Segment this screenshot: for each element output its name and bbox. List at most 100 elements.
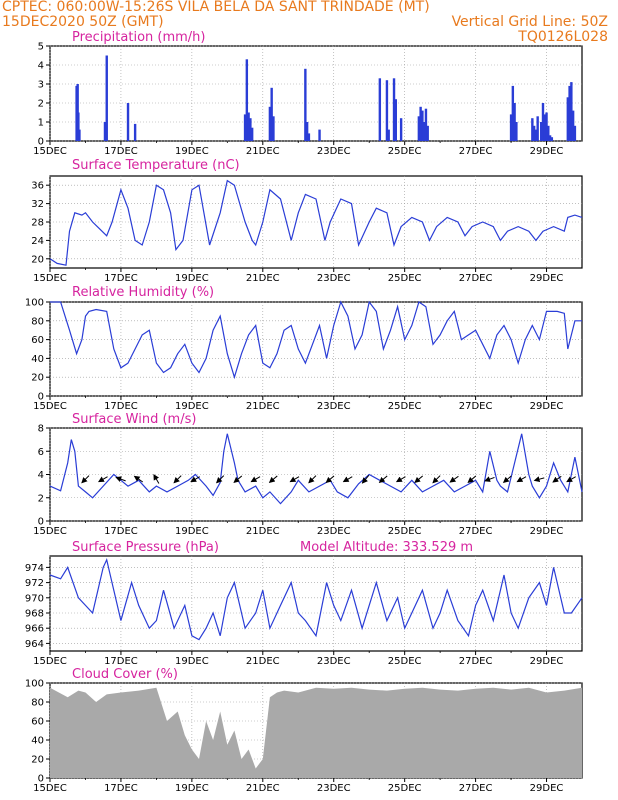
pressure-title: Surface Pressure (hPa) [72, 540, 219, 555]
panel-4-content: 15DEC 17DEC 19DEC 21DEC 23DEC 25DEC 27DEC 29DEC… [25, 556, 583, 667]
x-tick-label: 21DEC [246, 656, 280, 667]
y-tick-label: 32 [31, 199, 44, 210]
x-tick-label: 21DEC [246, 273, 280, 284]
x-tick-label: 23DEC [317, 656, 351, 667]
wind-arrow [308, 475, 317, 484]
x-tick-label: 21DEC [246, 401, 280, 412]
panel-2-content: 15DEC 17DEC 19DEC 21DEC 23DEC 25DEC 27DEC 29DEC… [25, 298, 582, 412]
y-tick-label: 974 [25, 563, 44, 574]
y-tick-label: 4 [38, 61, 44, 72]
x-tick-label: 29DEC [530, 526, 564, 537]
x-tick-label: 27DEC [459, 273, 493, 284]
wind-arrow [325, 475, 335, 484]
x-tick-label: 25DEC [388, 401, 422, 412]
precip-bar [540, 122, 543, 141]
x-tick-label: 15DEC [33, 526, 67, 537]
y-tick-label: 80 [31, 316, 44, 327]
precip-bar [548, 135, 552, 141]
panel-1-content: 15DEC 17DEC 19DEC 21DEC 23DEC 25DEC 27DEC 29DEC… [31, 176, 583, 284]
precip-bar [268, 106, 272, 141]
y-tick-label: 3 [38, 80, 44, 91]
precip-bar [78, 129, 81, 141]
x-tick-label: 15DEC [33, 146, 67, 157]
pressure-panel [49, 555, 583, 652]
y-tick-label: 964 [25, 639, 44, 650]
humidity-title: Relative Humidity (%) [72, 285, 214, 300]
x-tick-label: 23DEC [317, 526, 351, 537]
precip-bar [515, 122, 518, 141]
precip-bar [243, 114, 247, 141]
y-tick-label: 972 [25, 578, 44, 589]
wind-arrow [153, 473, 160, 484]
wind-title: Surface Wind (m/s) [72, 412, 196, 427]
precip-bar [417, 116, 421, 141]
precip-bar [509, 114, 513, 141]
wind-arrow [361, 474, 370, 484]
precip-bar [307, 133, 311, 141]
x-tick-label: 15DEC [33, 783, 67, 794]
x-tick-label: 17DEC [104, 401, 138, 412]
precip-bar [511, 85, 515, 141]
model-altitude: Model Altitude: 333.529 m [300, 540, 473, 555]
precip-bar [419, 106, 422, 141]
x-tick-label: 19DEC [175, 656, 209, 667]
precip-bar [126, 103, 130, 141]
precip-bar [305, 122, 309, 141]
x-tick-label: 23DEC [317, 783, 351, 794]
wind-arrow [250, 476, 261, 483]
wind-arrow [215, 475, 225, 484]
series-line-2 [50, 300, 582, 380]
y-tick-label: 970 [25, 593, 44, 604]
precip-bar [77, 112, 80, 141]
precip-bar [573, 125, 577, 141]
temperature-title: Surface Temperature (nC) [72, 158, 240, 173]
x-tick-label: 15DEC [33, 273, 67, 284]
y-tick-label: 60 [31, 335, 44, 346]
wind-arrow [566, 476, 576, 483]
wind-arrow [552, 475, 562, 483]
precip-bar [426, 125, 429, 141]
precip-bar [532, 125, 536, 141]
precip-bar [399, 118, 403, 141]
temperature-panel [49, 175, 583, 269]
x-tick-label: 15DEC [33, 656, 67, 667]
series-line-1 [49, 179, 583, 266]
x-tick-label: 21DEC [246, 783, 280, 794]
wind-arrow [414, 475, 424, 484]
y-tick-label: 40 [31, 354, 44, 365]
precip-bar [270, 87, 273, 141]
x-tick-label: 29DEC [530, 401, 564, 412]
cloud-title: Cloud Cover (%) [72, 667, 178, 682]
x-tick-label: 17DEC [104, 146, 138, 157]
precip-bar [103, 122, 107, 141]
wind-arrow [81, 475, 90, 484]
y-tick-label: 5 [38, 42, 44, 53]
y-tick-label: 100 [25, 298, 44, 309]
precip-bar [513, 103, 516, 141]
y-tick-label: 40 [31, 736, 44, 747]
precip-bar [422, 122, 426, 141]
y-tick-label: 36 [31, 181, 44, 192]
x-tick-label: 25DEC [388, 656, 422, 667]
x-tick-label: 27DEC [459, 401, 493, 412]
wind-arrow [173, 475, 182, 484]
y-tick-label: 2 [38, 99, 44, 110]
y-tick-label: 24 [31, 236, 44, 247]
panel-3-content: 15DEC 17DEC 19DEC 21DEC 23DEC 25DEC 27DEC 29DEC… [33, 424, 583, 537]
x-tick-label: 19DEC [175, 146, 209, 157]
precip-bar [566, 97, 570, 141]
precip-bar [545, 112, 548, 141]
x-tick-label: 29DEC [530, 146, 564, 157]
precip-bar [387, 129, 390, 141]
x-tick-label: 29DEC [530, 273, 564, 284]
precip-bar [534, 129, 538, 141]
wind-arrow [268, 475, 278, 484]
precip-bar [272, 116, 275, 141]
series-line-3 [49, 433, 583, 505]
y-tick-label: 966 [25, 624, 44, 635]
x-tick-label: 19DEC [175, 273, 209, 284]
y-tick-label: 8 [38, 424, 44, 435]
precip-bar [541, 103, 545, 141]
precip-bar [304, 68, 307, 141]
wind-arrow [533, 476, 545, 483]
